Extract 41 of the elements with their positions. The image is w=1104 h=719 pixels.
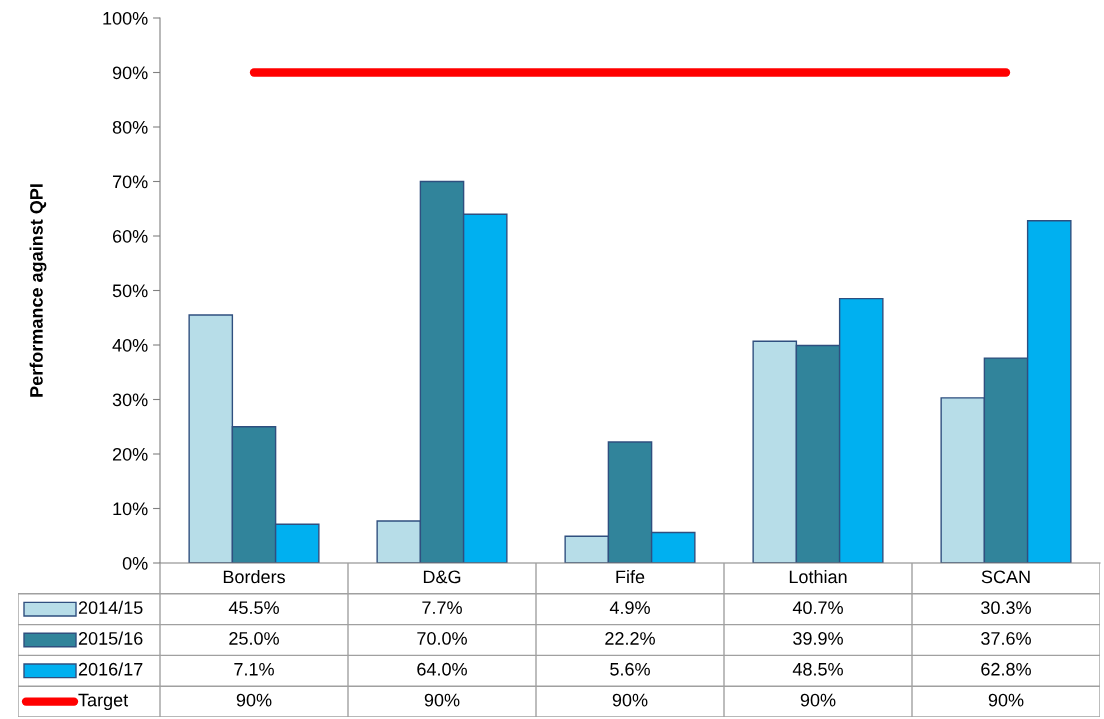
y-tick-label: 30%	[112, 393, 148, 407]
y-axis-title: Performance against QPI	[29, 184, 47, 397]
y-tick-label: 50%	[112, 284, 148, 298]
data-label: 39.9%	[793, 632, 843, 645]
x-tick-label: Borders	[223, 569, 285, 584]
data-label: 90%	[612, 693, 648, 707]
data-label: 37.6%	[981, 632, 1031, 645]
y-tick-label: 0%	[122, 556, 148, 570]
data-label: 48.5%	[792, 662, 843, 676]
legend-label: 2014/15	[78, 600, 143, 615]
data-label: 45.5%	[228, 601, 279, 615]
data-label: 90%	[236, 693, 272, 707]
data-label: 22.2%	[605, 632, 655, 645]
y-tick-label: 40%	[112, 338, 148, 352]
data-label: 7.1%	[234, 662, 274, 676]
y-tick-label: 10%	[113, 502, 148, 516]
data-label: 64.0%	[417, 662, 467, 676]
x-tick-label: Fife	[616, 569, 645, 584]
y-tick-label: 70%	[112, 175, 148, 189]
data-label: 90%	[424, 693, 460, 707]
data-label: 5.6%	[610, 662, 650, 676]
data-label: 90%	[988, 693, 1024, 707]
data-label: 90%	[800, 693, 836, 707]
legend-label: 2016/17	[78, 662, 143, 676]
data-label: 40.7%	[792, 601, 843, 615]
y-tick-label: 100%	[103, 11, 148, 25]
data-label: 30.3%	[981, 601, 1031, 615]
x-tick-label: Lothian	[789, 569, 847, 584]
data-label: 4.9%	[609, 601, 650, 615]
data-label: 70.0%	[417, 632, 467, 645]
y-tick-label: 80%	[112, 120, 148, 134]
x-tick-label: D&G	[423, 570, 461, 584]
y-tick-label: 20%	[112, 447, 148, 461]
y-tick-label: 60%	[112, 229, 148, 243]
data-label: 25.0%	[229, 632, 279, 645]
legend-label: 2015/16	[78, 631, 143, 645]
legend-label: Target	[78, 693, 129, 711]
data-label: 7.7%	[422, 601, 462, 614]
x-tick-label: SCAN	[981, 570, 1030, 584]
y-tick-label: 90%	[112, 66, 148, 80]
data-label: 62.8%	[981, 662, 1031, 676]
